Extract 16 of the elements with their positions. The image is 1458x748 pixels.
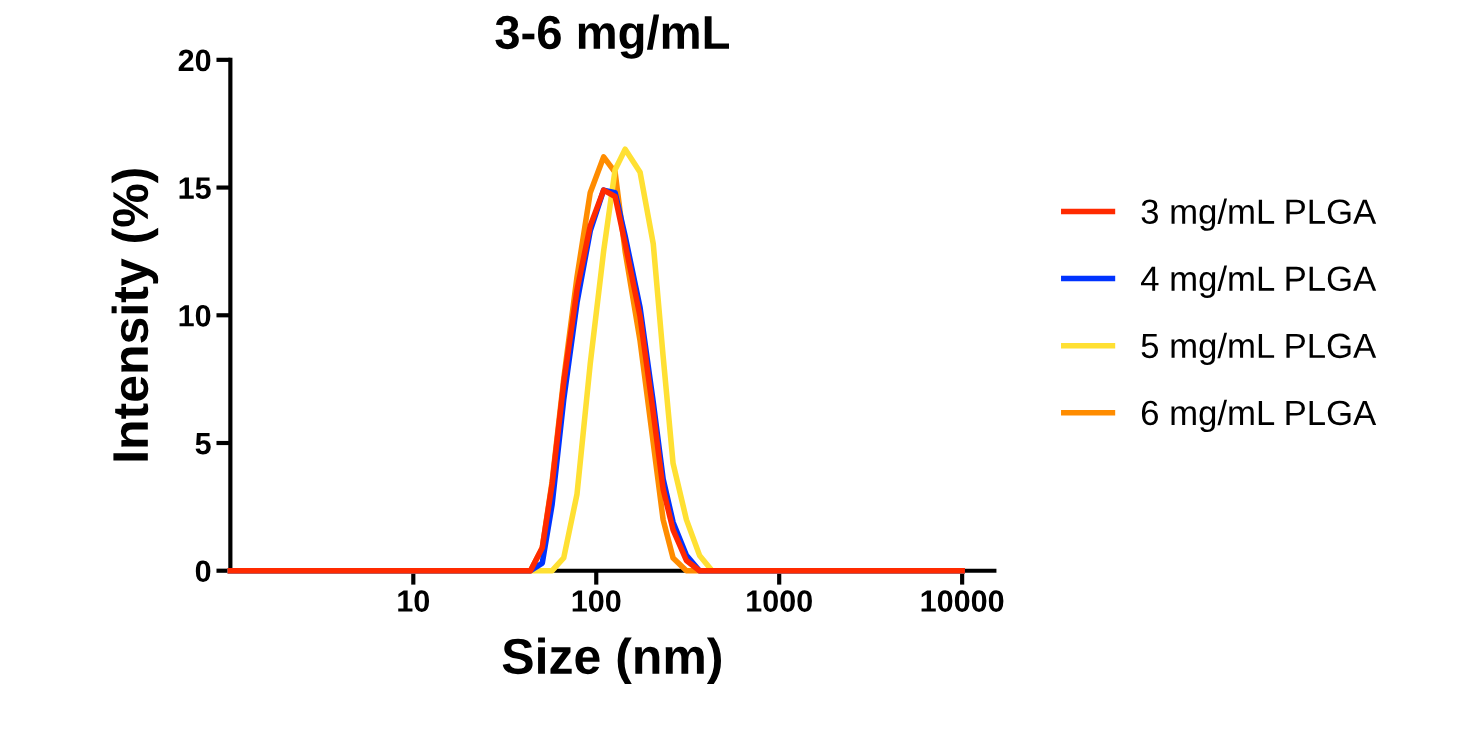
y-tick-label: 5 [195,433,211,455]
legend-label: 5 mg/mL PLGA [1141,332,1377,366]
y-axis-title: Intensity (%) [111,169,159,461]
x-tick-label: 100 [572,590,621,612]
x-tick-label: 1000 [747,590,812,612]
chart-title: 3-6 mg/mL [495,14,729,59]
legend-label: 6 mg/mL PLGA [1141,399,1377,433]
legend-label: 3 mg/mL PLGA [1141,198,1377,231]
y-tick-label: 20 [178,49,211,72]
y-tick-label: 15 [179,177,211,199]
x-tick-label: 10 [398,590,430,612]
x-tick-label: 10000 [921,590,1004,612]
legend-label: 4 mg/mL PLGA [1140,265,1377,298]
y-tick-label: 10 [179,305,211,327]
y-tick-label: 0 [195,560,211,583]
x-axis-title: Size (nm) [502,637,721,685]
